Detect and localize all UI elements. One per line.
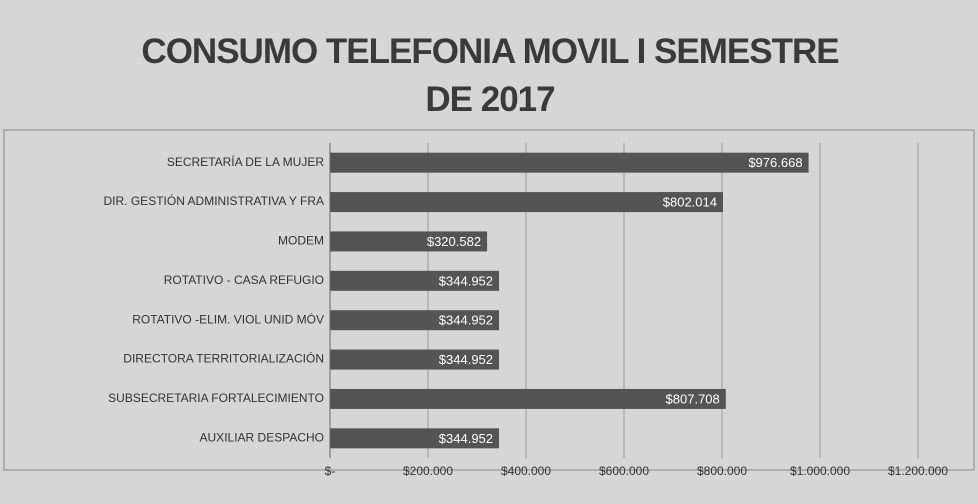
- y-tick-label: ROTATIVO -ELIM. VIOL UNID MÓV: [132, 311, 324, 326]
- y-tick-label: ROTATIVO - CASA REFUGIO: [164, 273, 324, 287]
- y-tick-label: MODEM: [278, 234, 324, 248]
- value-label: $344.952: [439, 313, 493, 328]
- y-tick-label: SUBSECRETARIA FORTALECIMIENTO: [108, 391, 324, 405]
- y-tick-label: DIR. GESTIÓN ADMINISTRATIVA Y FRA: [104, 193, 324, 208]
- y-tick-label: SECRETARÍA DE LA MUJER: [167, 154, 324, 169]
- x-tick-label: $400.000: [501, 464, 551, 478]
- x-tick-label: $800.000: [697, 464, 747, 478]
- bar: [330, 192, 723, 213]
- y-tick-label: AUXILIAR DESPACHO: [200, 430, 324, 444]
- y-tick-label: DIRECTORA TERRITORIALIZACIÓN: [123, 351, 324, 366]
- x-tick-label: $1.200.000: [888, 464, 948, 478]
- bar: [330, 388, 726, 409]
- value-label: $344.952: [439, 431, 493, 446]
- value-label: $344.952: [439, 273, 493, 288]
- x-tick-label: $600.000: [599, 464, 649, 478]
- bar: [330, 270, 500, 291]
- x-tick-label: $1.000.000: [790, 464, 850, 478]
- value-label: $344.952: [439, 352, 493, 367]
- bar: [330, 428, 500, 449]
- plot-frame: [3, 129, 975, 471]
- bar: [330, 349, 500, 370]
- value-label: $320.582: [427, 234, 481, 249]
- bar: [330, 231, 488, 252]
- bar: [330, 310, 500, 331]
- value-label: $802.014: [663, 195, 717, 210]
- value-label: $807.708: [666, 391, 720, 406]
- x-tick-label: $-: [325, 464, 336, 478]
- value-label: $976.668: [748, 155, 802, 170]
- chart-title: CONSUMO TELEFONIA MOVIL I SEMESTRE DE 20…: [141, 32, 839, 119]
- x-tick-label: $200.000: [403, 464, 453, 478]
- bar: [330, 152, 809, 173]
